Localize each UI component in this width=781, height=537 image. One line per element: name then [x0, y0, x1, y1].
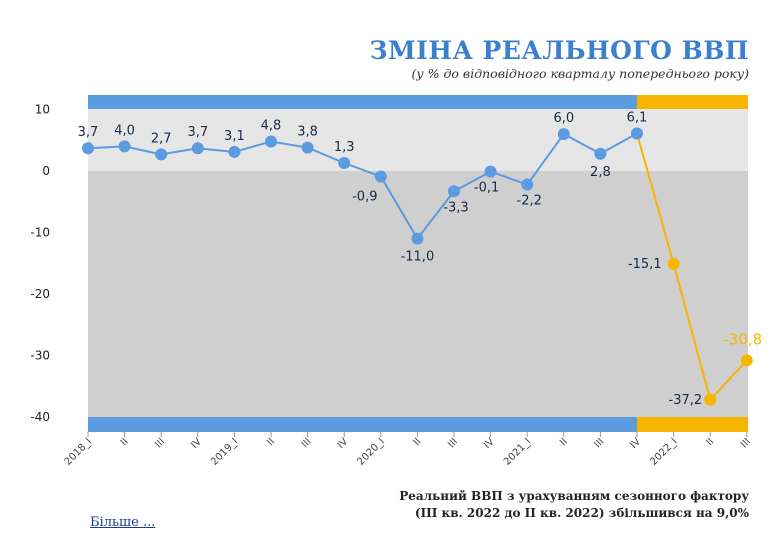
- data-label: 4,8: [261, 118, 282, 133]
- plot-bg-negative: [88, 171, 748, 430]
- data-point: [667, 257, 680, 270]
- x-tick-label: III: [153, 436, 167, 450]
- data-point: [265, 135, 277, 148]
- chart-subtitle: (у % до відповідного кварталу попередньо…: [411, 66, 749, 81]
- more-link[interactable]: Більше ...: [90, 515, 156, 530]
- x-tick-label: IV: [336, 436, 351, 451]
- series-line-0: [87, 132, 638, 241]
- x-tick-label: III: [300, 436, 314, 450]
- x-tick-label: III: [739, 436, 753, 450]
- top-band-orange: [637, 95, 748, 109]
- x-tick-label: II: [412, 436, 424, 448]
- x-tick-label: IV: [482, 436, 497, 451]
- data-label: -3,3: [443, 200, 468, 215]
- data-point: [411, 232, 424, 245]
- data-label: 3,7: [78, 125, 99, 140]
- x-tick-label: II: [558, 436, 570, 448]
- bottom-band-orange: [637, 417, 748, 432]
- data-label: -37,2: [669, 393, 703, 408]
- x-tick-label: II: [265, 436, 277, 448]
- data-label: -30,8: [723, 330, 762, 348]
- x-tick-label: 2018_I: [63, 436, 94, 467]
- y-tick-label: -10: [30, 226, 50, 240]
- chart-title: ЗМІНА РЕАЛЬНОГО ВВП: [369, 36, 749, 65]
- data-label: 2,7: [151, 131, 172, 146]
- data-point: [631, 127, 643, 140]
- data-label: 1,3: [334, 140, 355, 155]
- data-label: 3,1: [224, 129, 245, 144]
- data-point: [118, 140, 131, 153]
- top-band-blue: [88, 95, 637, 109]
- data-point: [374, 170, 387, 183]
- y-tick-label: -20: [30, 287, 50, 301]
- data-label: -0,1: [474, 181, 499, 196]
- footnote-line-2: (ІІІ кв. 2022 до ІІ кв. 2022) збільшився…: [414, 506, 749, 520]
- footnote-line-1: Реальний ВВП з урахуванням сезонного фак…: [399, 489, 749, 503]
- data-point: [191, 142, 204, 155]
- x-tick-label: IV: [628, 436, 643, 451]
- data-label: 3,8: [297, 125, 318, 140]
- x-tick-label: 2020_I: [356, 436, 387, 467]
- data-label: 2,8: [590, 165, 611, 180]
- y-tick-label: -40: [30, 410, 50, 424]
- data-label: 6,1: [627, 110, 648, 125]
- data-label: -11,0: [401, 250, 435, 265]
- data-point: [557, 128, 570, 141]
- bottom-band-blue: [88, 417, 637, 432]
- x-tick-label: 2021_I: [502, 436, 533, 467]
- data-label: 3,7: [187, 125, 208, 140]
- data-point: [82, 142, 94, 155]
- data-label: -15,1: [628, 257, 662, 272]
- data-point: [521, 178, 534, 191]
- data-point: [484, 165, 497, 178]
- x-tick-label: III: [592, 436, 606, 450]
- x-tick-label: 2019_I: [209, 436, 240, 467]
- data-label: 4,0: [114, 123, 135, 138]
- data-point: [228, 145, 241, 158]
- data-point: [301, 141, 314, 154]
- y-tick-label: 0: [42, 164, 50, 178]
- data-point: [448, 185, 460, 198]
- data-label: -0,9: [352, 190, 377, 205]
- series-line-1: [636, 133, 748, 402]
- x-tick-label: II: [704, 436, 716, 448]
- data-point: [704, 393, 717, 406]
- y-tick-label: 10: [35, 103, 50, 117]
- data-point: [338, 157, 351, 170]
- x-tick-label: 2022_I: [648, 436, 679, 467]
- data-point: [594, 147, 607, 160]
- data-point: [155, 148, 168, 161]
- y-tick-label: -30: [30, 349, 50, 363]
- data-label: -2,2: [517, 194, 542, 209]
- x-tick-label: II: [119, 436, 131, 448]
- data-point: [740, 354, 753, 367]
- data-label: 6,0: [553, 111, 574, 126]
- x-tick-label: III: [446, 436, 460, 450]
- footnote: Реальний ВВП з урахуванням сезонного фак…: [399, 488, 749, 522]
- x-tick-label: IV: [189, 436, 204, 451]
